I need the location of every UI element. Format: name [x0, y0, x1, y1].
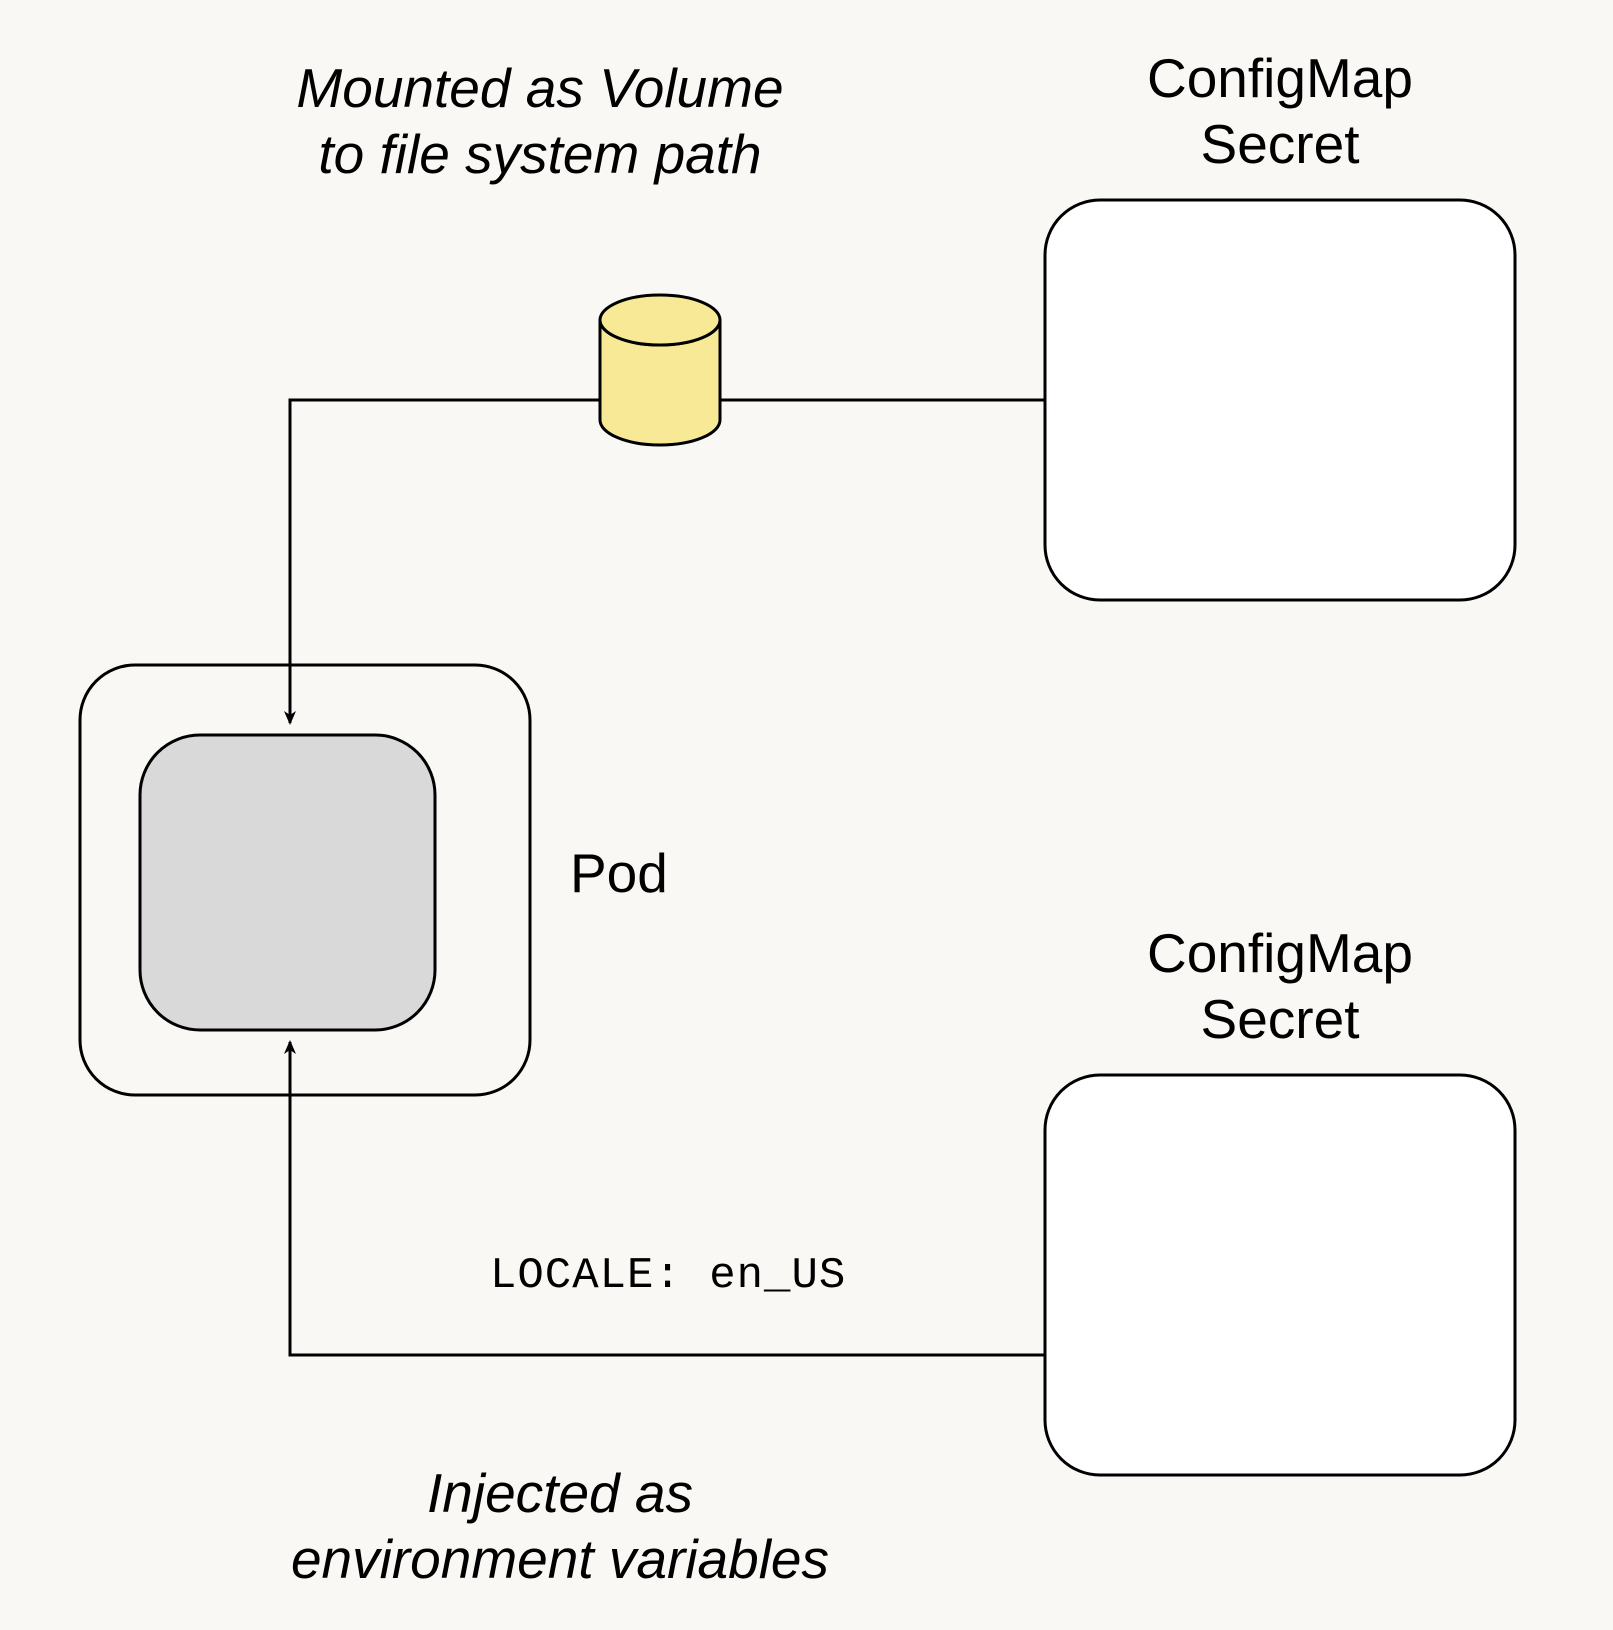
diagram-stage: Mounted as Volume to file system path Co… [0, 0, 1613, 1630]
volume-cylinder-top [600, 295, 720, 345]
configmap-box-top [1045, 200, 1515, 600]
edge-configmap-env-to-container [290, 1042, 1045, 1355]
diagram-svg [0, 0, 1613, 1630]
edge-volume-to-container [290, 400, 600, 723]
configmap-box-bottom [1045, 1075, 1515, 1475]
container-box [140, 735, 435, 1030]
